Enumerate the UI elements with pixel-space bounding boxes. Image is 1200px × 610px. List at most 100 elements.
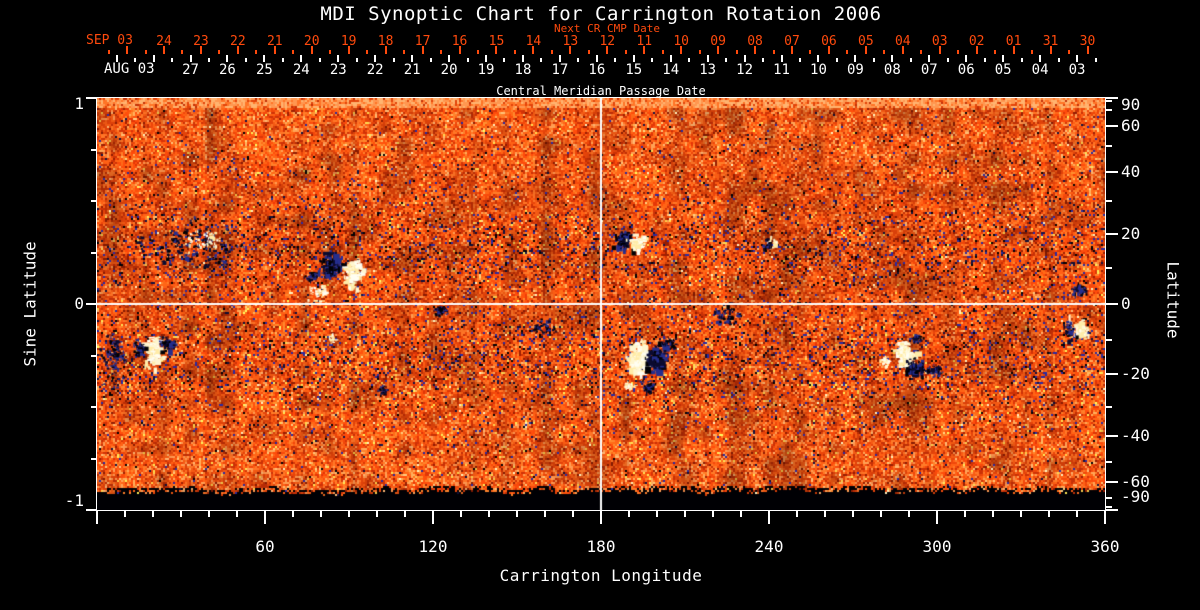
sine-lat-tick-label: 0 [74,294,84,313]
latitude-minor-tick [1106,406,1112,408]
next-cr-minor-tick [994,50,997,54]
cmp-month-label: AUG 03 [104,61,155,77]
next-cr-major-tick [199,46,202,54]
next-cr-day-label: 12 [599,34,616,49]
longitude-major-tick [264,510,266,524]
next-cr-day-label: 24 [156,34,172,49]
next-cr-day-label: 20 [303,34,320,49]
sine-lat-major-tick [86,509,97,511]
cmp-minor-tick [1020,58,1023,62]
cmp-minor-tick [577,58,580,62]
longitude-minor-tick [1048,510,1050,517]
sine-lat-minor-tick [91,200,97,202]
cmp-day-label: 05 [994,62,1012,78]
cmp-day-label: 04 [1031,62,1049,78]
next-cr-minor-tick [772,50,775,54]
next-cr-day-label: 21 [266,34,283,49]
longitude-axis-title: Carrington Longitude [499,566,703,585]
latitude-major-tick [1106,170,1118,173]
cmp-minor-tick [983,58,986,62]
next-cr-day-label: 15 [488,34,505,49]
next-cr-minor-tick [218,50,221,54]
latitude-minor-tick [1106,267,1112,270]
cmp-day-label: 15 [625,62,643,78]
next-cr-day-label: 14 [525,34,542,49]
next-cr-day-label: 17 [414,34,431,49]
next-cr-minor-tick [107,50,110,54]
next-cr-major-tick [126,46,129,54]
cmp-minor-tick [392,58,395,62]
sine-lat-minor-tick [91,251,97,254]
latitude-tick-label: 60 [1121,115,1141,135]
latitude-major-tick [1106,303,1118,305]
next-cr-cmp-date-title: Next CR CMP Date [554,22,660,35]
next-cr-day-label: 11 [636,34,653,49]
cmp-day-label: 26 [219,62,236,78]
longitude-major-tick [96,510,98,524]
next-cr-minor-tick [255,50,258,54]
cmp-axis-title: Central Meridian Passage Date [496,84,706,98]
cmp-day-label: 07 [920,62,938,78]
cmp-major-tick [226,55,229,62]
next-cr-major-tick [384,46,387,54]
next-cr-day-label: 23 [193,34,209,49]
next-cr-day-label: 09 [710,34,726,49]
longitude-minor-tick [712,510,714,517]
longitude-minor-tick [376,510,378,517]
next-cr-minor-tick [846,50,849,54]
next-cr-day-label: 04 [894,34,911,49]
latitude-axis-title: Latitude [1163,261,1183,339]
cmp-day-label: 11 [773,62,790,78]
next-cr-major-tick [310,46,313,54]
cmp-minor-tick [134,58,137,62]
next-cr-minor-tick [661,50,664,54]
next-cr-major-tick [864,46,867,54]
next-cr-day-label: 08 [747,34,763,49]
longitude-minor-tick [236,510,238,517]
latitude-major-tick [1106,481,1118,484]
next-cr-major-tick [680,46,683,54]
next-cr-minor-tick [440,50,443,54]
cmp-minor-tick [725,58,728,62]
next-cr-major-tick [347,46,350,54]
cmp-minor-tick [762,58,765,62]
longitude-minor-tick [544,510,546,517]
next-cr-minor-tick [329,50,332,54]
cmp-major-tick [854,55,857,62]
next-cr-major-tick [532,46,535,54]
longitude-minor-tick [852,510,854,517]
cmp-major-tick [965,55,968,62]
cmp-major-tick [1039,55,1042,62]
next-cr-minor-tick [1031,50,1034,54]
cmp-minor-tick [946,58,949,62]
cmp-minor-tick [1094,58,1097,62]
next-cr-major-tick [975,46,978,54]
sine-lat-minor-tick [91,148,97,151]
cmp-minor-tick [872,58,875,62]
cmp-day-label: 20 [440,62,458,78]
plot-frame [96,97,1106,511]
cmp-major-tick [521,55,524,62]
longitude-minor-tick [1020,510,1022,517]
longitude-minor-tick [348,510,350,517]
longitude-tick-label: 360 [1090,537,1120,556]
cmp-major-tick [743,55,746,62]
cmp-minor-tick [540,58,543,62]
cmp-minor-tick [244,58,247,62]
longitude-minor-tick [404,510,406,517]
latitude-major-tick [1106,97,1118,99]
latitude-minor-tick [1106,145,1112,148]
latitude-tick-label: 90 [1121,95,1141,114]
cmp-day-label: 17 [551,62,569,78]
next-cr-minor-tick [513,50,516,54]
next-cr-day-label: 22 [230,34,246,49]
cmp-day-label: 25 [255,62,273,78]
latitude-tick-label: -90 [1121,487,1150,506]
cmp-day-label: 24 [292,62,310,78]
sine-lat-tick-label: 1 [74,94,84,113]
cmp-minor-tick [355,58,358,62]
next-cr-major-tick [1086,46,1089,54]
longitude-minor-tick [572,510,574,517]
next-cr-major-tick [458,46,461,54]
longitude-minor-tick [880,510,882,517]
